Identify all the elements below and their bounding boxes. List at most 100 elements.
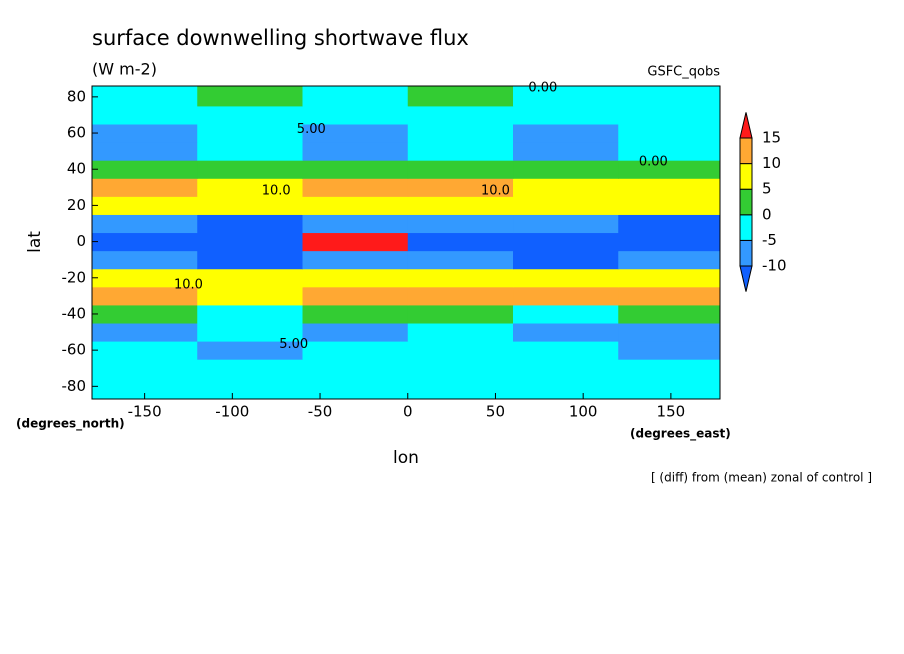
contour-cell [197, 196, 304, 215]
contour-cell [407, 341, 514, 360]
contour-cell [513, 105, 619, 125]
x-tick-label: 150 [657, 403, 686, 421]
colorbar-label: 0 [762, 205, 772, 223]
contour-cell [302, 178, 409, 197]
contour-cell [197, 359, 304, 378]
contour-cell [92, 105, 198, 125]
contour-cell [618, 123, 721, 143]
contour-cell [92, 268, 198, 288]
contour-cell [618, 105, 721, 125]
contour-cell [513, 86, 619, 107]
contour-cell [302, 123, 409, 143]
y-tick-label: -20 [62, 268, 87, 286]
contour-cell [618, 341, 721, 360]
contour-cell [302, 160, 409, 179]
colorbar-label: -10 [762, 257, 787, 275]
contour-label: 10.0 [481, 183, 510, 198]
contour-cell [618, 142, 721, 161]
contour-cell [302, 142, 409, 161]
contour-cell [618, 359, 721, 378]
y-unit: (degrees_north) [16, 417, 125, 432]
contour-cell [618, 232, 721, 252]
contour-cell [513, 123, 619, 143]
contour-cell [618, 304, 721, 324]
contour-cell [302, 377, 409, 400]
contour-cell [513, 196, 619, 215]
contour-cell [197, 160, 304, 179]
contour-cell [618, 214, 721, 234]
contour-cell [618, 178, 721, 197]
x-tick-label: -50 [308, 403, 333, 421]
contour-cell [92, 196, 198, 215]
contour-cell [197, 250, 304, 270]
y-axis-title: lat [25, 231, 45, 253]
contour-cell [618, 160, 721, 179]
contour-cell [302, 86, 409, 107]
contour-cell [92, 86, 198, 107]
contour-cell [302, 304, 409, 324]
contour-cell [302, 359, 409, 378]
contour-cell [513, 232, 619, 252]
contour-cell [92, 323, 198, 342]
contour-cell [407, 304, 514, 324]
y-tick-label: 40 [67, 160, 86, 178]
contour-cell [513, 286, 619, 306]
contour-cell [92, 214, 198, 234]
contour-cell [407, 232, 514, 252]
contour-cell [197, 286, 304, 306]
x-tick-label: -100 [215, 403, 249, 421]
colorbar-label: 5 [762, 180, 772, 198]
contour-cell [197, 105, 304, 125]
colorbar-bottom [739, 265, 753, 292]
colorbar-segment [739, 239, 753, 267]
contour-cell [618, 377, 721, 400]
colorbar-segment [739, 163, 753, 190]
contour-cell [92, 232, 198, 252]
colorbar-segment [739, 214, 753, 241]
contour-cell [407, 359, 514, 378]
contour-cell [618, 86, 721, 107]
contour-label: 0.00 [639, 154, 668, 169]
contour-label: 10.0 [262, 183, 291, 198]
contour-cell [302, 323, 409, 342]
contour-cell [302, 268, 409, 288]
contour-cell [513, 178, 619, 197]
x-tick-label: 0 [403, 403, 413, 421]
footnote: [ (diff) from (mean) zonal of control ] [651, 471, 872, 485]
contour-cell [92, 304, 198, 324]
contour-cell [197, 268, 304, 288]
contour-cell [92, 286, 198, 306]
contour-cell [513, 268, 619, 288]
contour-cell [92, 377, 198, 400]
colorbar-segment [739, 188, 753, 216]
x-tick-label: 100 [569, 403, 598, 421]
contour-cell [618, 250, 721, 270]
contour-cell [407, 123, 514, 143]
y-tick-label: -60 [62, 341, 87, 359]
contour-cell [407, 323, 514, 342]
contour-cell [513, 250, 619, 270]
colorbar-segment [739, 137, 753, 165]
contour-cell [197, 142, 304, 161]
contour-cell [407, 377, 514, 400]
contour-cell [618, 323, 721, 342]
contour-cell [197, 123, 304, 143]
contour-cell [513, 214, 619, 234]
contour-cell [197, 232, 304, 252]
contour-cell [197, 86, 304, 107]
contour-cell [618, 196, 721, 215]
contour-cell [302, 196, 409, 215]
units: (W m-2) [92, 60, 157, 79]
contour-label: 5.00 [297, 122, 326, 137]
contour-cell [513, 377, 619, 400]
contour-cell [302, 105, 409, 125]
contour-cell [407, 196, 514, 215]
y-tick-label: 20 [67, 196, 86, 214]
plot-frame [91, 85, 721, 400]
contour-cell [407, 286, 514, 306]
contour-cell [513, 341, 619, 360]
contour-cell [407, 250, 514, 270]
contour-cell [407, 142, 514, 161]
y-tick-label: 60 [67, 124, 86, 142]
